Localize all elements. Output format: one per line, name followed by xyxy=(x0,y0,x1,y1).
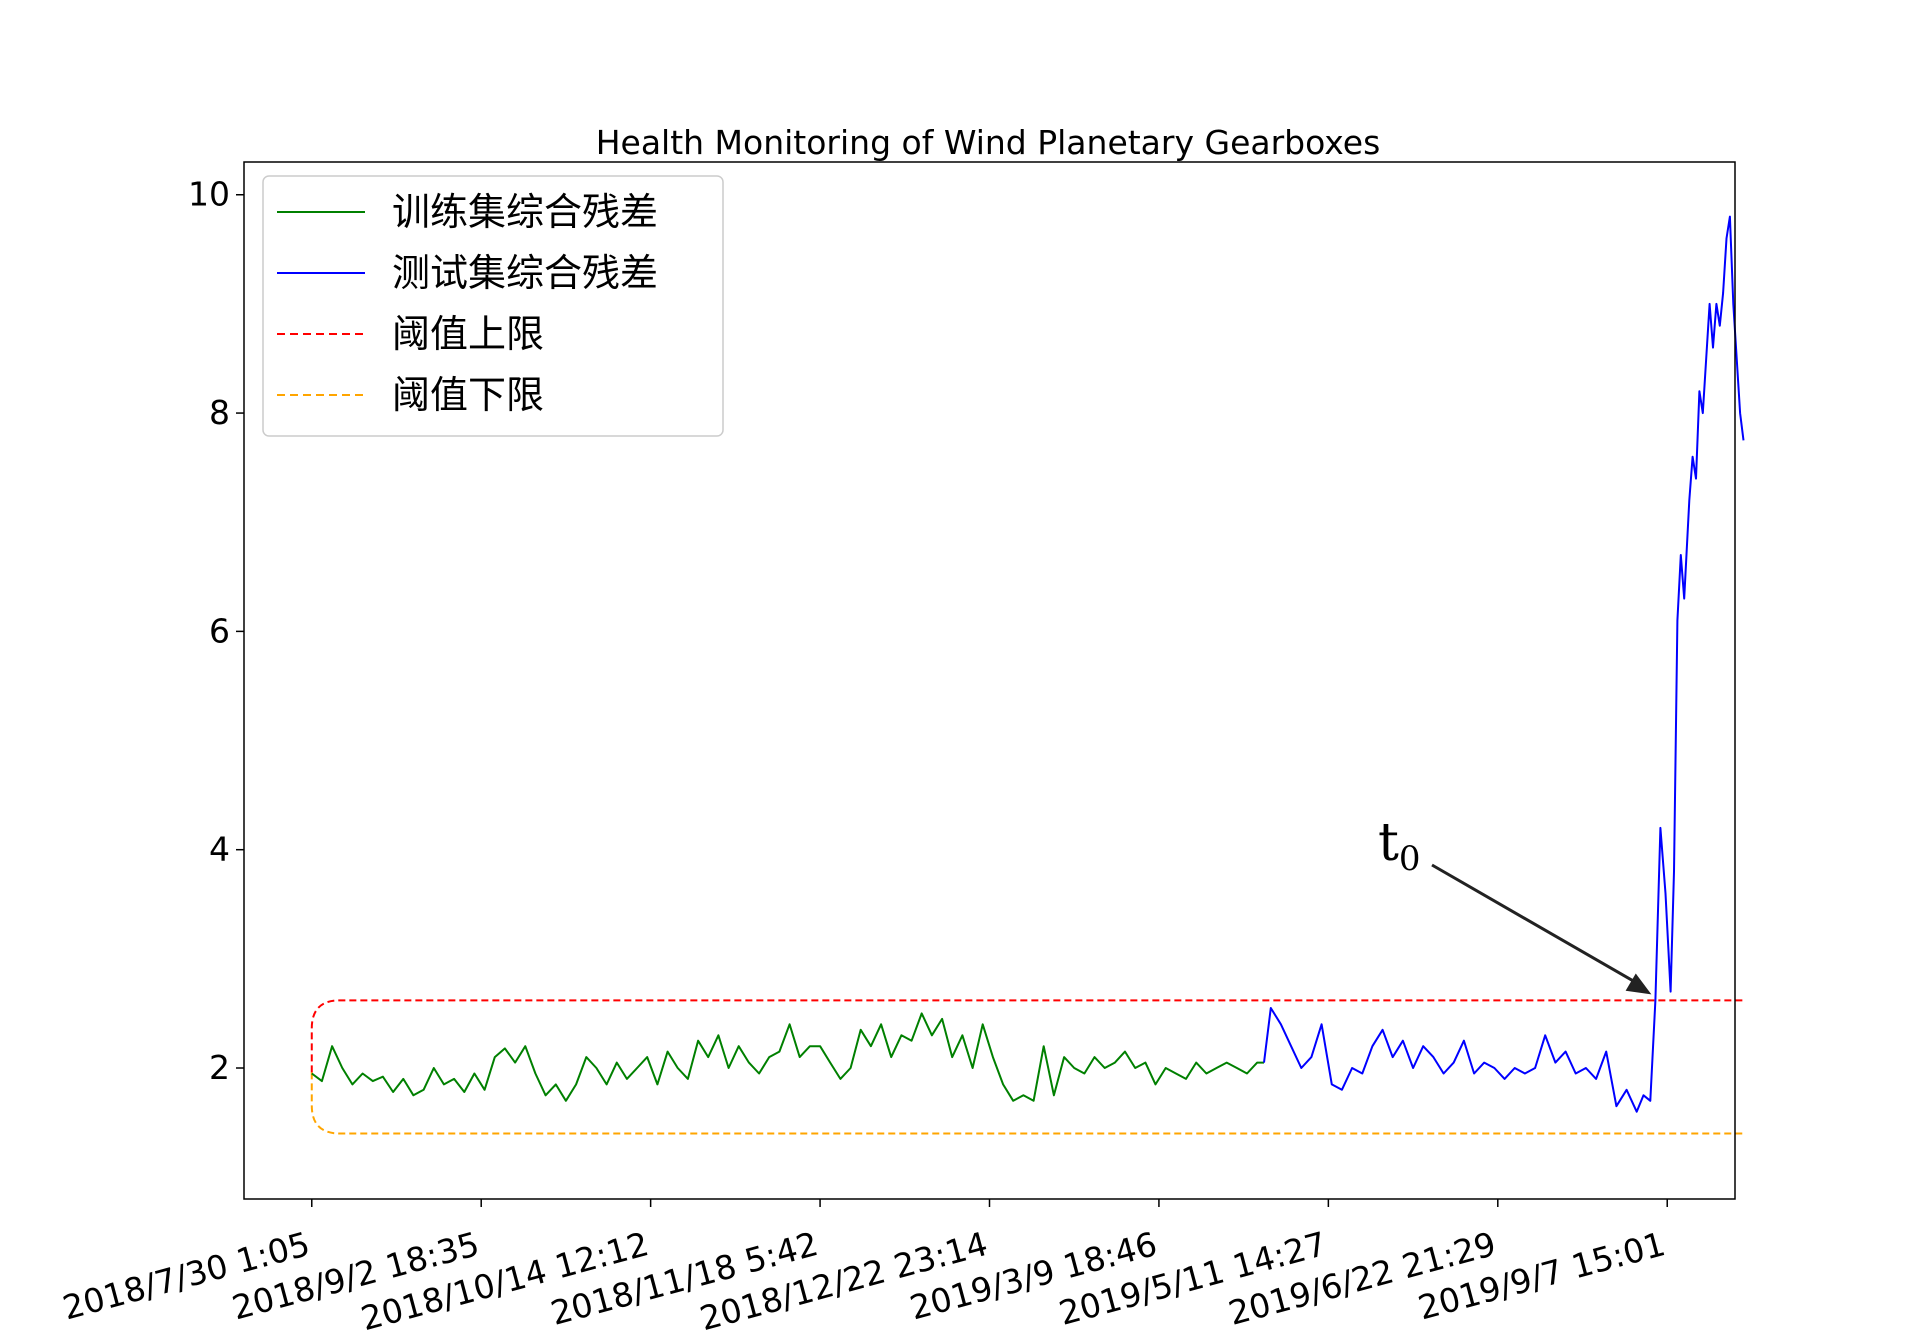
legend-box xyxy=(262,175,724,437)
threshold-upper-line xyxy=(310,999,1744,1073)
annotation-label-main: t xyxy=(1378,813,1399,873)
series-line-train xyxy=(311,1012,1264,1102)
legend-label: 测试集综合残差 xyxy=(392,251,658,295)
threshold-lower-line xyxy=(310,1072,1744,1135)
series-lines xyxy=(311,215,1745,1113)
y-tick-label: 10 xyxy=(188,175,230,214)
threshold-lines xyxy=(310,999,1744,1135)
y-axis: 2 4 6 8 10 xyxy=(188,175,244,1087)
y-tick-label: 4 xyxy=(209,830,230,869)
y-tick-label: 6 xyxy=(209,611,230,650)
annotation-arrow-line xyxy=(1431,863,1639,985)
legend-label: 训练集综合残差 xyxy=(392,190,658,234)
legend-label: 阈值上限 xyxy=(392,312,544,356)
plot-frame xyxy=(243,161,1736,1200)
y-tick-label: 8 xyxy=(209,393,230,432)
annotation-arrow-head xyxy=(1625,973,1652,995)
chart-title: Health Monitoring of Wind Planetary Gear… xyxy=(596,123,1381,162)
legend-label: 阈值下限 xyxy=(392,373,544,417)
annotation-label-subscript: 0 xyxy=(1399,839,1421,879)
series-line-test xyxy=(1263,215,1745,1113)
y-tick-label: 2 xyxy=(209,1048,230,1087)
annotation-t0: t0 xyxy=(1378,813,1652,995)
annotation-label: t0 xyxy=(1378,813,1421,879)
